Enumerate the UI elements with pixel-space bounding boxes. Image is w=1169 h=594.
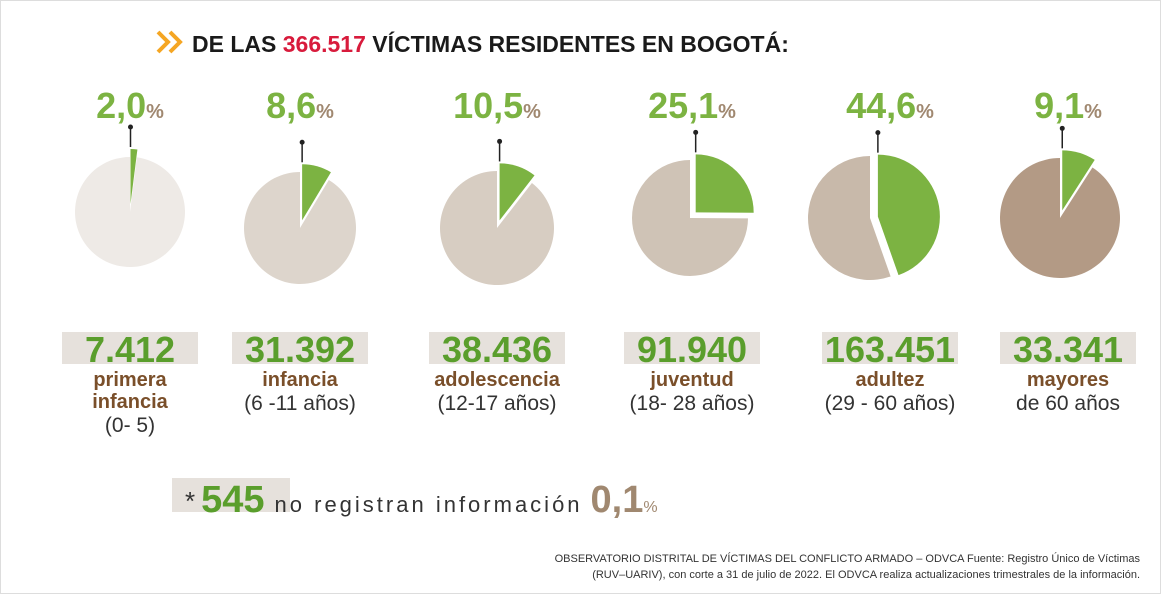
percent-value: 9,1 [1034, 85, 1084, 126]
leader-dot [875, 130, 880, 135]
title-suffix: VÍCTIMAS RESIDENTES EN BOGOTÁ: [372, 30, 789, 57]
group-range: (0- 5) [105, 414, 155, 437]
group-name: infancia [92, 391, 168, 413]
group-range: (29 - 60 años) [825, 392, 956, 415]
percent-sign: % [146, 101, 164, 123]
count: 31.392 [245, 329, 355, 370]
leader-dot [300, 140, 305, 145]
title-total: 366.517 [283, 31, 366, 57]
title-prefix: DE LAS [192, 31, 276, 57]
source-line: OBSERVATORIO DISTRITAL DE VÍCTIMAS DEL C… [555, 552, 1141, 565]
page: DE LAS 366.517 VÍCTIMAS RESIDENTES EN BO… [0, 0, 1169, 594]
infographic: DE LAS 366.517 VÍCTIMAS RESIDENTES EN BO… [0, 0, 1169, 594]
pie-rest [440, 171, 554, 285]
missing-count: 545 [201, 479, 264, 521]
count: 38.436 [442, 329, 552, 370]
group-range: (6 -11 años) [244, 392, 356, 415]
group-name: adultez [856, 369, 925, 391]
missing-percent-sign: % [643, 499, 657, 516]
count: 7.412 [85, 329, 175, 370]
group-name: infancia [262, 369, 338, 391]
count: 91.940 [637, 329, 747, 370]
group-range: (12-17 años) [437, 392, 556, 415]
percent-sign: % [316, 101, 334, 123]
missing-mark: * [185, 486, 195, 516]
group-range: de 60 años [1016, 392, 1120, 415]
leader-dot [693, 130, 698, 135]
title: DE LAS 366.517 VÍCTIMAS RESIDENTES EN BO… [192, 30, 789, 57]
group-range: (18- 28 años) [630, 392, 755, 415]
missing-text: no registran información [275, 492, 583, 517]
percent-sign: % [718, 101, 736, 123]
percent-value: 44,6 [846, 85, 916, 126]
percent-sign: % [1084, 101, 1102, 123]
count: 163.451 [825, 329, 955, 370]
percent-value: 8,6 [266, 85, 316, 126]
leader-dot [497, 139, 502, 144]
missing-percent: 0,1 [591, 479, 644, 521]
group-name: primera [93, 369, 167, 391]
percent-value: 25,1 [648, 85, 718, 126]
pie-rest [1000, 158, 1120, 278]
percent-value: 10,5 [453, 85, 523, 126]
group-name: adolescencia [434, 369, 561, 391]
source-line: (RUV–UARIV), con corte a 31 de julio de … [592, 569, 1140, 581]
leader-dot [1060, 126, 1065, 131]
percent-sign: % [916, 101, 934, 123]
count: 33.341 [1013, 329, 1123, 370]
percent-value: 2,0 [96, 85, 146, 126]
group-name: juventud [649, 369, 733, 391]
leader-dot [128, 125, 133, 130]
group-name: mayores [1027, 369, 1109, 391]
percent-sign: % [523, 101, 541, 123]
